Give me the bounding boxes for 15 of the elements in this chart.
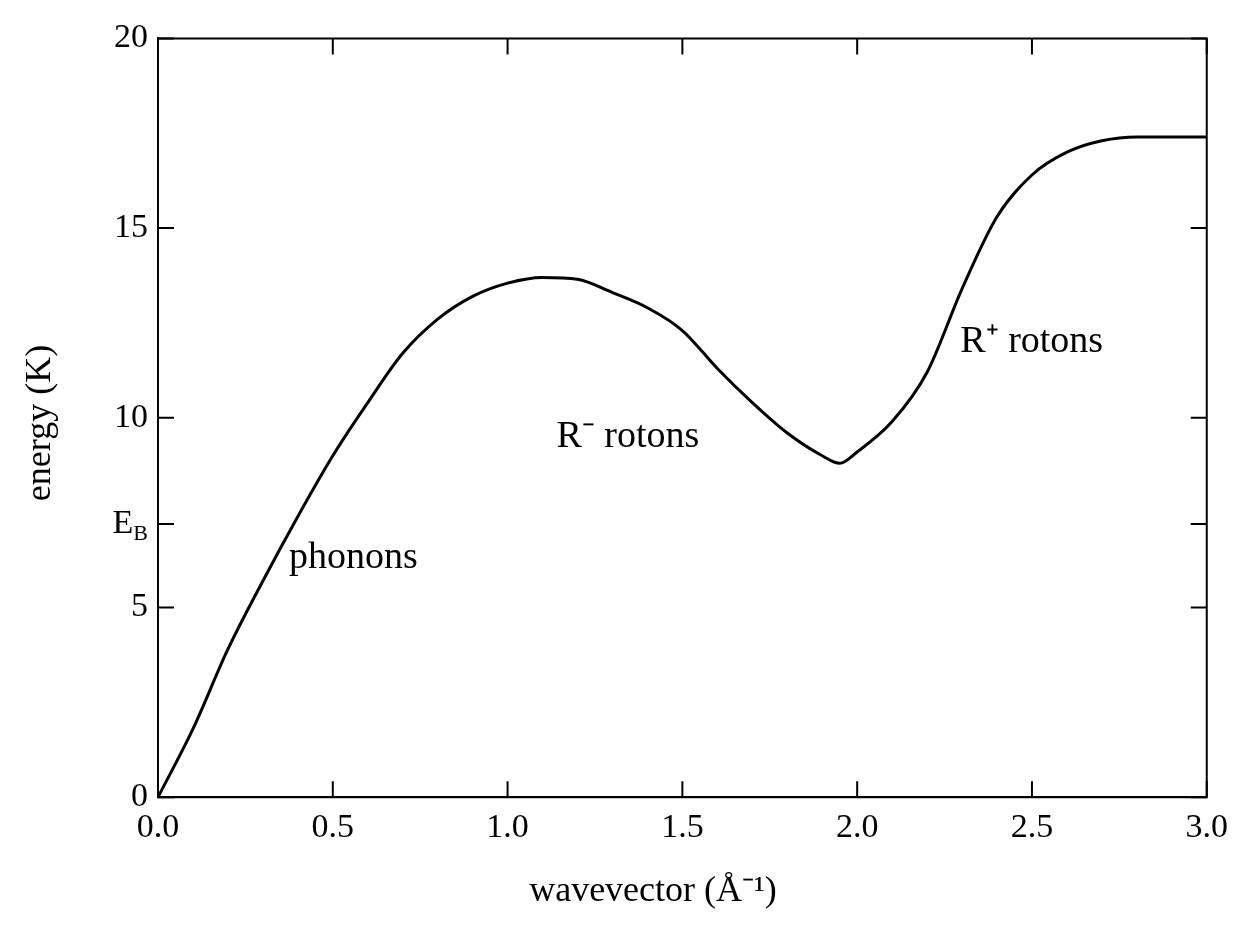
- x-tick-label: 0.5: [311, 806, 355, 844]
- annotation: R⁻ rotons: [556, 412, 700, 455]
- x-tick-label: 1.5: [661, 806, 704, 844]
- x-tick-label: 2.5: [1010, 806, 1054, 844]
- y-tick-label: 5: [131, 586, 148, 624]
- x-axis-title: wavevector (Å⁻¹): [528, 868, 778, 911]
- y-tick-label: 15: [114, 207, 148, 245]
- y-tick-label: 20: [114, 17, 148, 55]
- y-axis-title: energy (K): [17, 344, 59, 502]
- x-tick-label: 2.0: [835, 806, 879, 844]
- x-tick-label: 3.0: [1185, 806, 1228, 844]
- x-tick-label: 1.0: [486, 806, 529, 844]
- y-tick-label: 10: [114, 396, 148, 434]
- annotation: R⁺ rotons: [960, 317, 1104, 360]
- annotation: phonons: [289, 534, 418, 577]
